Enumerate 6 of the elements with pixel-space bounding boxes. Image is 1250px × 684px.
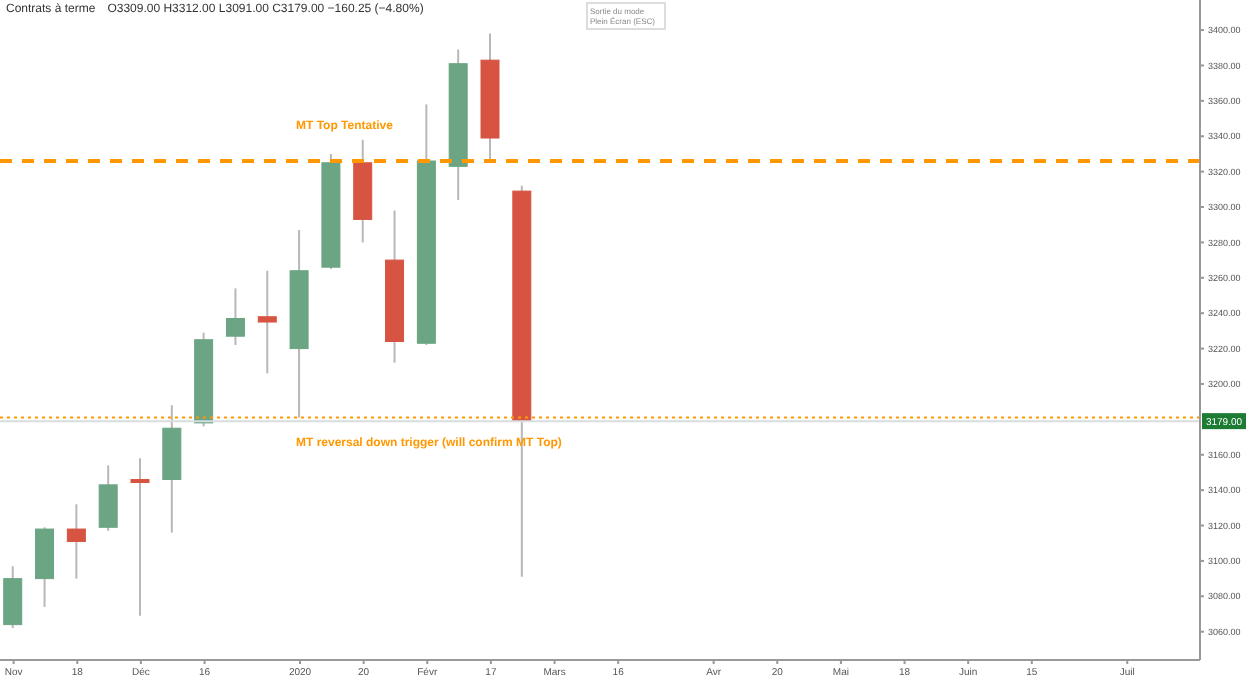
candlestick (225, 287, 245, 347)
candlestick (130, 457, 150, 617)
candlestick (3, 565, 23, 630)
candlestick (66, 503, 86, 580)
candlestick (257, 269, 277, 375)
candlestick (98, 464, 118, 532)
